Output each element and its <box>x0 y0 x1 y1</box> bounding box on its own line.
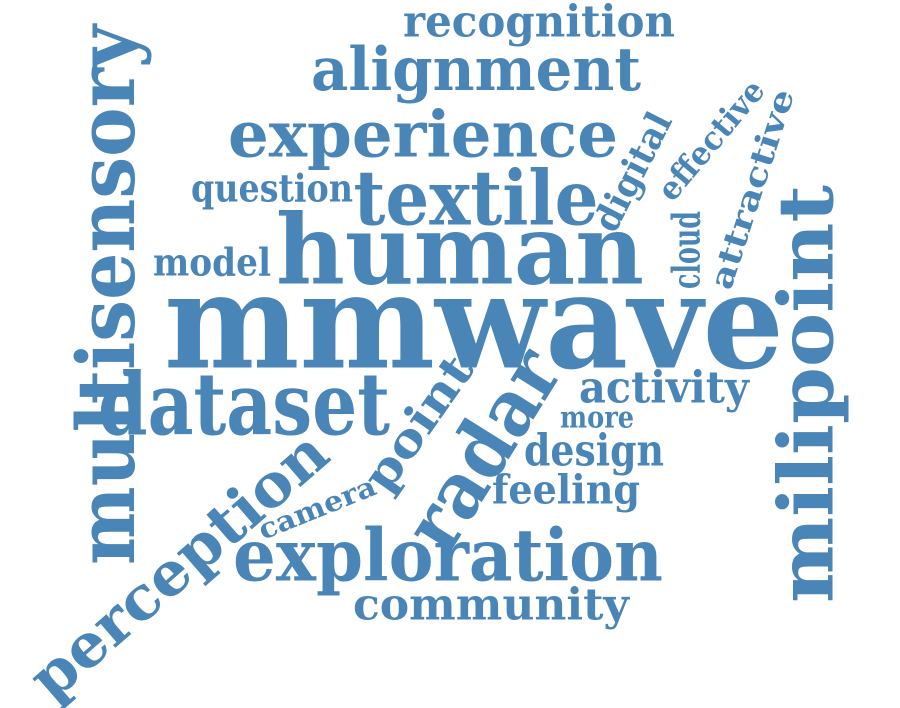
word-question: question <box>191 166 353 211</box>
word-design: design <box>524 426 664 477</box>
word-feeling: feeling <box>492 467 640 514</box>
word-milipoint: milipoint <box>762 185 851 603</box>
word-activity: activity <box>579 363 750 414</box>
word-exploration: exploration <box>233 513 663 598</box>
word-human: human <box>276 194 644 307</box>
word-multisensory: multisensory <box>59 23 153 565</box>
word-recognition: recognition <box>403 0 675 48</box>
word-cloud: cloud <box>664 211 709 289</box>
word-model: model <box>153 240 271 285</box>
word-experience: experience <box>228 98 618 173</box>
word-mmwave: mmwave <box>164 245 784 400</box>
word-more: more <box>560 401 634 436</box>
word-dataset: dataset <box>98 355 390 456</box>
word-alignment: alignment <box>311 35 641 105</box>
word-community: community <box>353 580 630 631</box>
word-textile: textile <box>354 154 599 243</box>
